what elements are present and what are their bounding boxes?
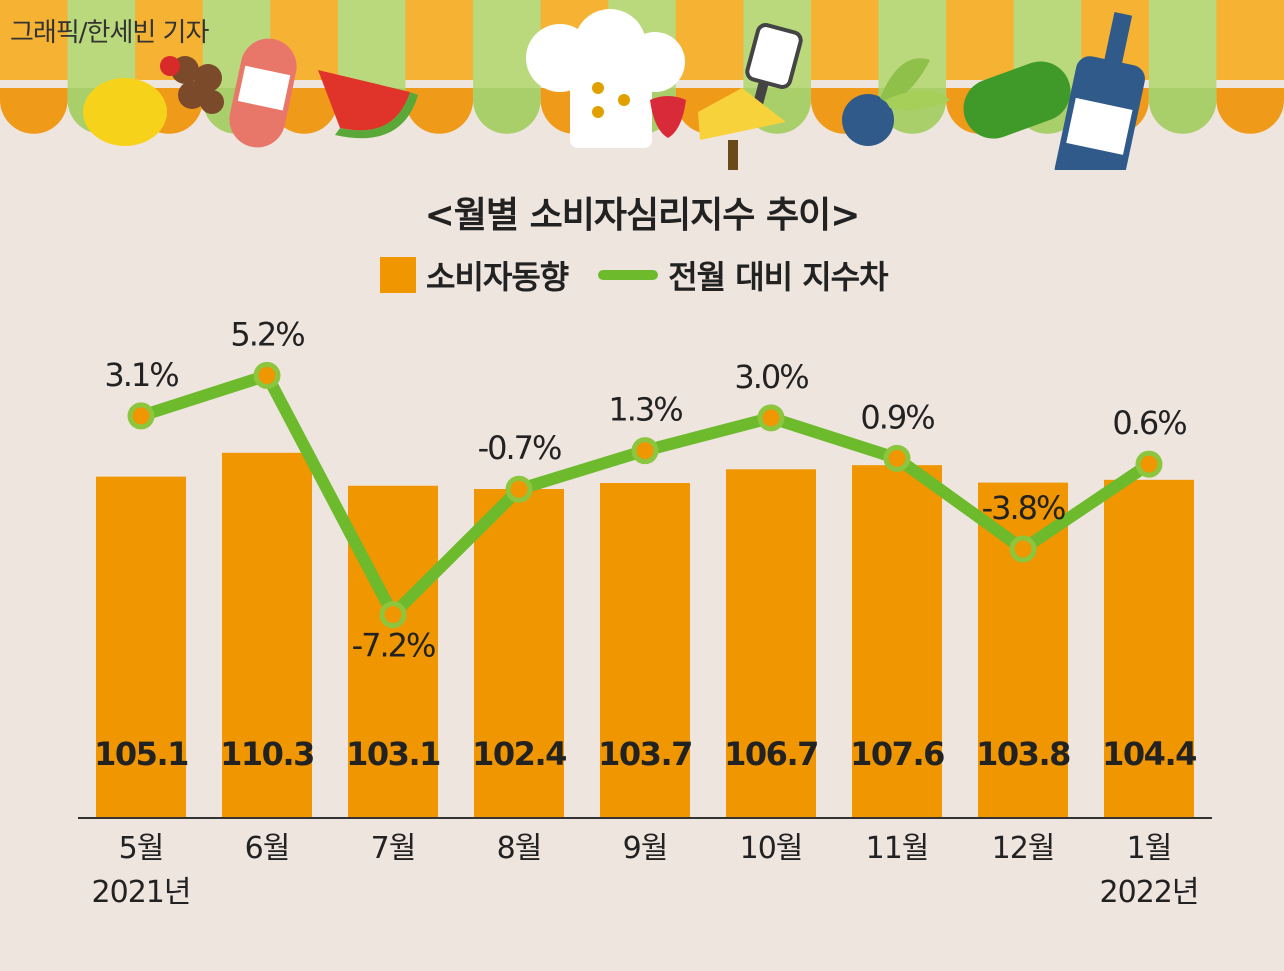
legend-bar-swatch [380,257,416,293]
line-value-label: -0.7% [478,429,561,467]
bar-value-label: 102.4 [472,735,566,773]
x-tick-label: 11월 [866,831,929,866]
radish-icon [842,58,950,146]
line-value-label: 3.1% [104,356,178,394]
line-value-label: 0.9% [860,398,934,436]
line-value-label: -3.8% [982,489,1065,527]
x-tick-label: 1월 [1127,831,1172,866]
line-point-1 [127,402,155,430]
bar-4 [474,489,564,818]
legend-label-bar: 소비자동향 [426,258,569,296]
line-value-label: 1.3% [608,391,682,429]
line-point-3 [379,601,407,629]
chart-title: <월별 소비자심리지수 추이> [424,195,861,236]
line-point-2 [253,361,281,389]
legend-line-swatch [598,270,659,280]
lemon-icon [83,78,167,146]
bar-6 [726,469,816,818]
bar-1 [96,476,186,818]
grapes-icon [160,56,224,114]
cheese-icon [698,88,786,170]
line-value-label: -7.2% [352,627,435,665]
sausage-icon [229,38,297,148]
bar-3 [348,485,438,818]
bar-7 [852,465,942,818]
line-point-4 [505,475,533,503]
x-year-label: 2021년 [92,875,191,910]
x-tick-label: 9월 [623,831,668,866]
watermelon-icon [318,70,418,139]
bar-5 [600,483,690,818]
bar-value-label: 103.1 [346,735,440,773]
bar-value-label: 110.3 [220,735,314,773]
legend: 소비자동향 전월 대비 지수차 [380,252,918,298]
bar-2 [222,452,312,818]
bar-value-label: 107.6 [850,735,944,773]
x-year-label: 2022년 [1100,875,1199,910]
bar-value-label: 103.7 [598,735,692,773]
x-tick-label: 6월 [245,831,290,866]
x-tick-label: 7월 [371,831,416,866]
bar-value-label: 106.7 [724,735,818,773]
x-tick-label: 12월 [992,831,1055,866]
bar-value-label: 104.4 [1102,735,1196,773]
x-tick-label: 10월 [740,831,803,866]
line-point-7 [883,444,911,472]
legend-item-line: 전월 대비 지수차 [598,252,889,298]
legend-item-bar: 소비자동향 [380,252,569,298]
x-tick-label: 5월 [119,831,164,866]
graphic-credit: 그래픽/한세빈 기자 [10,18,209,48]
awning-decoration [0,0,1284,170]
bar-value-label: 103.8 [976,735,1070,773]
bar-9 [1104,479,1194,818]
line-value-label: 3.0% [734,358,808,396]
line-value-label: 0.6% [1112,404,1186,442]
line-point-6 [757,404,785,432]
legend-label-line: 전월 대비 지수차 [668,258,888,296]
line-value-label: 5.2% [230,315,304,353]
x-tick-label: 8월 [497,831,542,866]
chef-hat-icon [526,9,685,148]
bar-value-label: 105.1 [94,735,188,773]
line-point-9 [1135,450,1163,478]
wine-bottle-icon [1054,12,1145,170]
cucumber-icon [963,61,1071,139]
line-point-8 [1009,535,1037,563]
spatula-icon [745,23,803,123]
strawberry-icon [650,96,686,138]
line-point-5 [631,437,659,465]
